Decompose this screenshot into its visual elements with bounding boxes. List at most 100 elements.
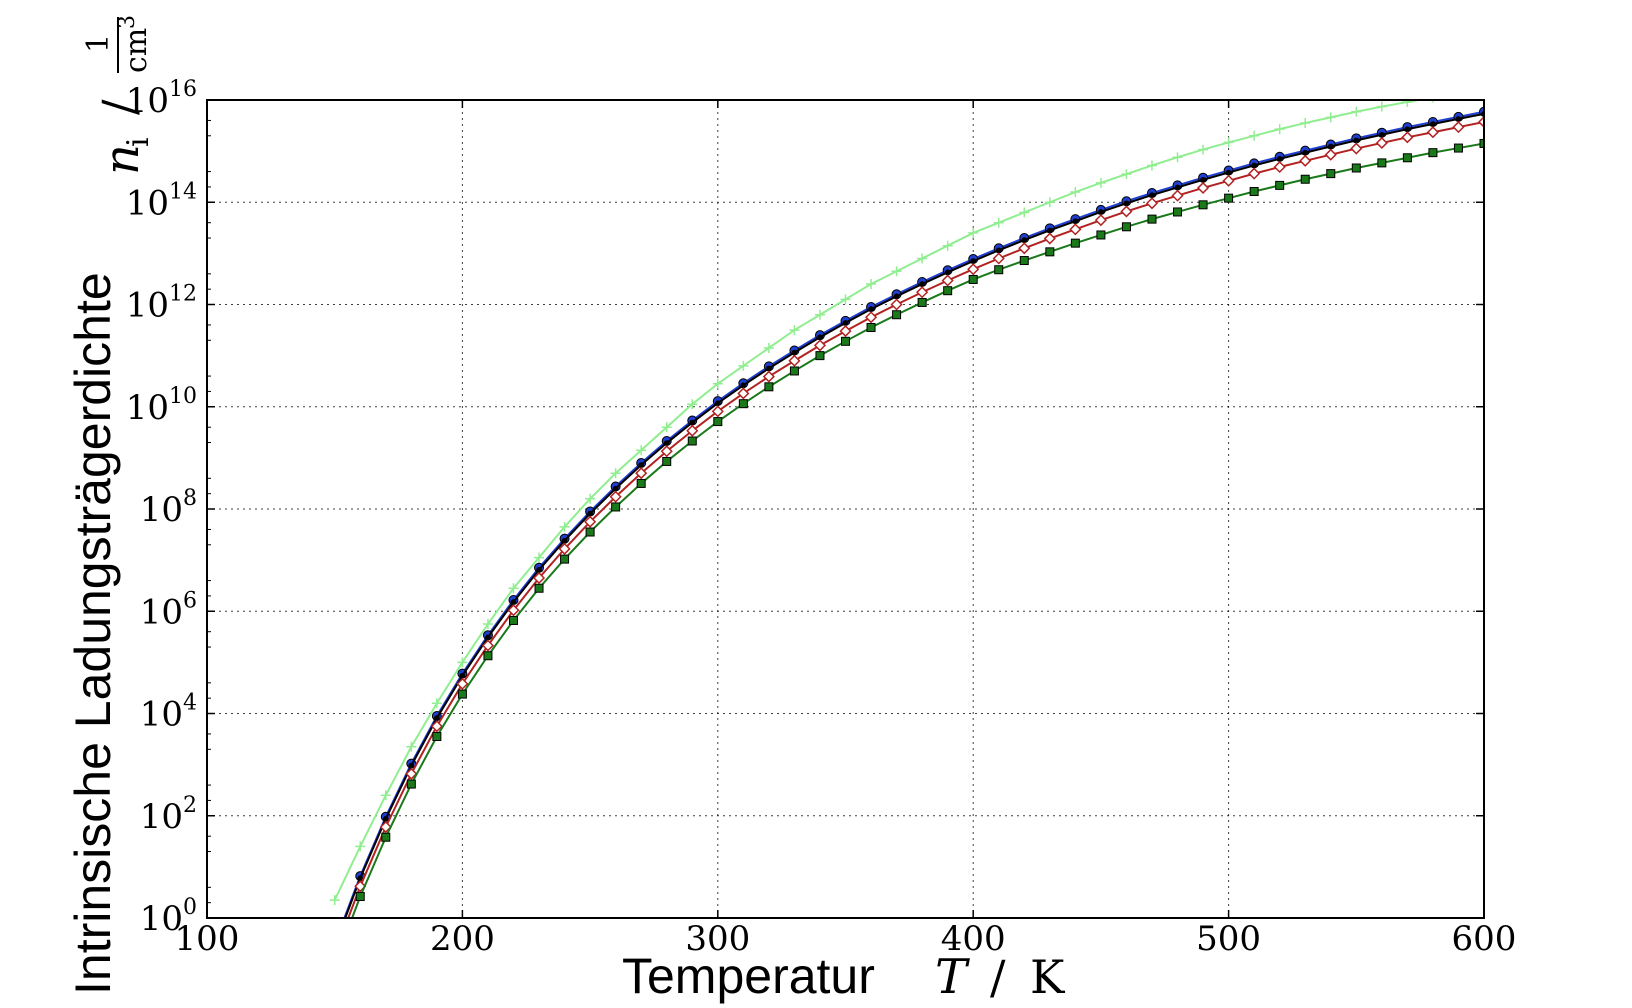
data-point (508, 615, 518, 625)
data-point (660, 445, 673, 458)
data-point (763, 342, 774, 353)
data-point (357, 875, 364, 881)
data-point (737, 387, 750, 400)
data-point (788, 354, 801, 367)
data-point (1070, 238, 1080, 248)
data-point (585, 527, 595, 537)
y-tick-label: 102 (140, 793, 197, 837)
data-point (1174, 184, 1181, 191)
data-point (892, 310, 902, 320)
data-point (1145, 197, 1159, 210)
data-point (1351, 106, 1362, 117)
y-tick-label: 106 (140, 588, 197, 632)
data-point (1453, 143, 1463, 153)
data-point (485, 634, 491, 641)
data-point (1045, 247, 1055, 257)
data-point (764, 382, 774, 392)
data-point (1326, 169, 1336, 179)
y-tick-label: 104 (140, 691, 197, 735)
x-tick-labels: 100 200 300 400 500 600 (175, 919, 1517, 959)
y-axis-label-text: Intrinsische Ladungsträgerdichte (65, 272, 121, 995)
data-point (431, 698, 442, 709)
data-point (663, 440, 670, 446)
y-axis-label-unit-numerator: 1 (81, 34, 116, 53)
data-point (1273, 160, 1286, 174)
data-point (917, 297, 927, 307)
data-point (584, 515, 597, 528)
data-point (842, 320, 849, 326)
data-point (481, 639, 495, 652)
data-point (585, 493, 596, 504)
data-point (712, 378, 723, 389)
x-tick-label: 300 (685, 919, 750, 959)
data-point (866, 279, 877, 290)
data-point (1043, 232, 1056, 245)
data-point (1172, 152, 1183, 163)
data-point (789, 325, 800, 336)
data-point (1249, 187, 1259, 197)
data-point (815, 351, 825, 361)
series-1 (343, 106, 1484, 918)
data-point (561, 537, 568, 544)
x-tick-label: 400 (941, 919, 1006, 959)
y-axis-label: Intrinsische Ladungsträgerdichte n i / 1… (65, 15, 156, 995)
data-point (534, 583, 544, 593)
data-point (662, 456, 672, 466)
data-point (841, 336, 850, 346)
y-axis-label-symbol: n (94, 144, 150, 175)
data-point (791, 349, 798, 356)
x-axis-label-text: Temperatur (622, 948, 875, 1004)
data-point (1070, 187, 1081, 198)
data-point (1402, 153, 1412, 163)
series-2 (344, 111, 1484, 918)
data-point (1021, 237, 1028, 243)
data-point (1147, 214, 1157, 224)
x-axis-label-symbol: T (935, 949, 970, 1005)
x-tick-label: 200 (430, 919, 495, 959)
data-point (993, 217, 1004, 228)
data-point (1044, 197, 1055, 208)
series-line (344, 112, 1484, 918)
data-point (1225, 169, 1232, 176)
data-point (1324, 148, 1337, 161)
data-point (432, 732, 442, 742)
data-point (970, 258, 976, 264)
data-point (1248, 167, 1261, 180)
y-tick-label: 100 (140, 895, 197, 939)
data-point (1171, 189, 1184, 202)
data-point (942, 240, 953, 251)
data-point (995, 247, 1002, 254)
data-point (1401, 131, 1414, 144)
data-point (1455, 116, 1462, 122)
data-point (536, 567, 542, 573)
y-tick-label: 1014 (126, 179, 197, 223)
data-point (1196, 181, 1210, 194)
data-point (457, 689, 467, 699)
data-point (1096, 230, 1106, 240)
data-point (738, 399, 748, 409)
plot-area-frame (206, 99, 1485, 919)
x-tick-label: 100 (175, 919, 240, 959)
series-layer (329, 90, 1484, 918)
data-point (610, 468, 621, 479)
data-point (355, 892, 365, 902)
data-point (687, 436, 697, 446)
data-point (814, 309, 825, 320)
data-point (1120, 205, 1133, 218)
tick-marks (206, 99, 1485, 919)
data-point (1095, 177, 1106, 188)
data-point (890, 298, 903, 311)
data-point (992, 252, 1005, 265)
data-point (1223, 137, 1234, 148)
data-point (559, 521, 570, 532)
data-point (510, 599, 517, 605)
data-point (1300, 174, 1310, 184)
data-point (1453, 90, 1463, 100)
data-point (1300, 118, 1311, 129)
series-line (343, 110, 1484, 918)
data-point (1276, 155, 1283, 162)
data-point (1251, 162, 1257, 169)
data-point (1072, 218, 1079, 224)
data-point (968, 227, 979, 238)
data-point (766, 365, 772, 372)
